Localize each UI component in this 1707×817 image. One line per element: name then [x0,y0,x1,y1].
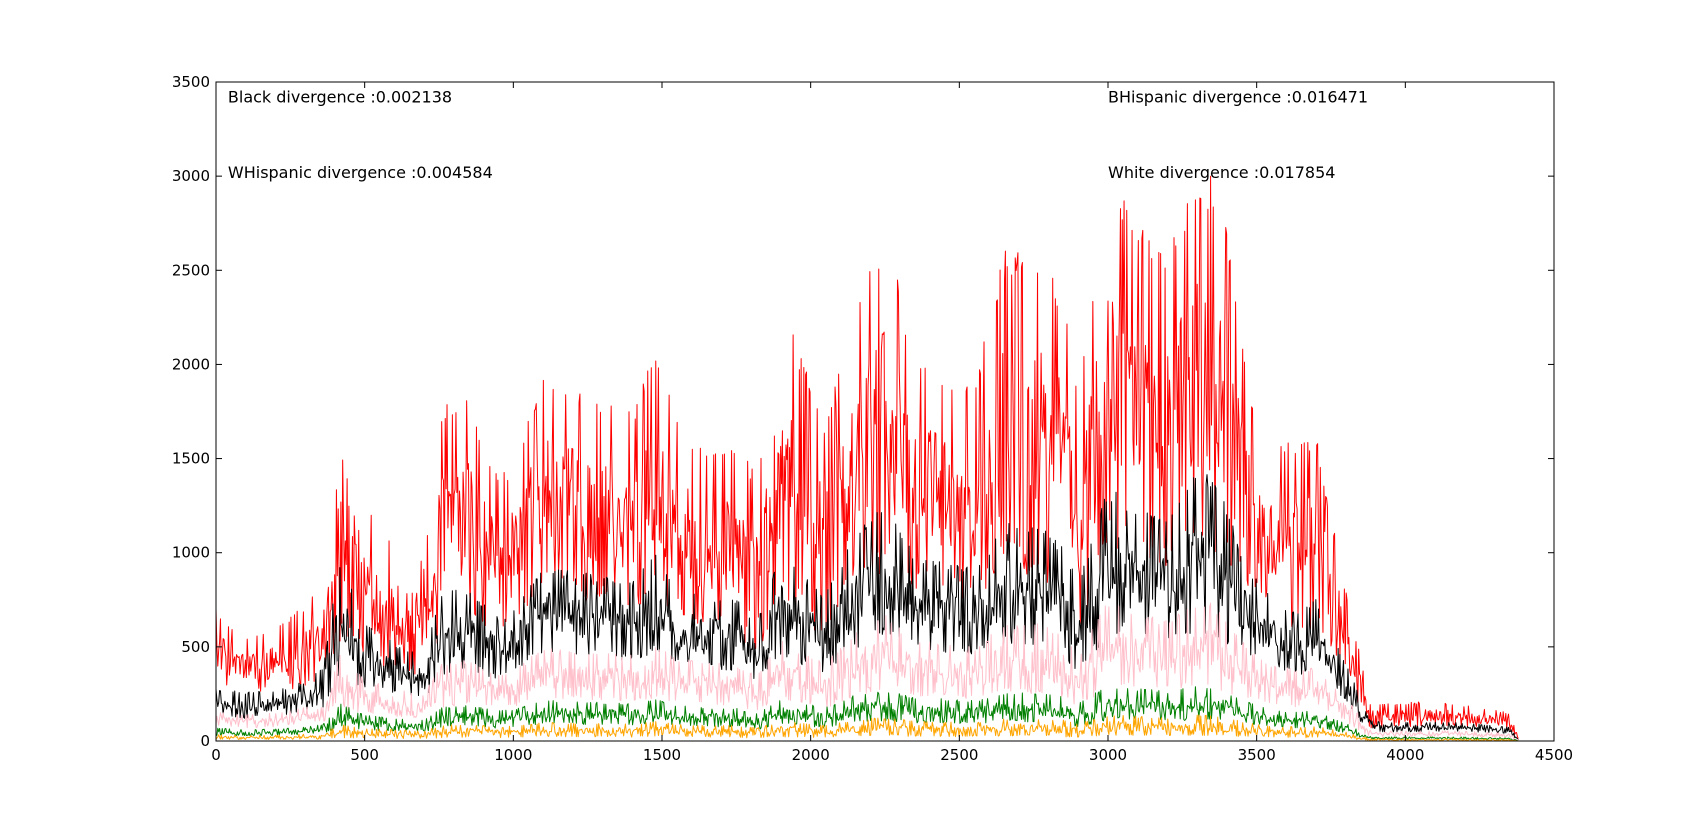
y-tick-label: 3000 [172,167,210,185]
x-tick-label: 3000 [1089,746,1127,764]
series-line-2 [215,474,1519,741]
x-tick-label: 500 [350,746,379,764]
x-tick-label: 2000 [792,746,830,764]
series-layer [215,175,1519,742]
series-line-4 [215,686,1519,742]
divergence-annotation: Black divergence :0.002138 [228,88,452,107]
x-tick-label: 0 [211,746,221,764]
divergence-annotation: WHispanic divergence :0.004584 [228,163,493,182]
x-tick-label: 1500 [643,746,681,764]
x-tick-label: 4000 [1386,746,1424,764]
y-tick-label: 2000 [172,355,210,373]
y-tick-label: 1500 [172,450,210,468]
x-tick-label: 4500 [1535,746,1573,764]
axis-layer: 0 500 1000 1500 2000 2500 3000 3500 4000 4500 0 500… [172,73,1573,764]
series-line-5 [215,714,1519,742]
x-tick-label: 3500 [1238,746,1276,764]
divergence-annotation: BHispanic divergence :0.016471 [1108,88,1368,107]
y-tick-label: 2500 [172,261,210,279]
plot-frame [215,81,1555,742]
y-tick-label: 0 [200,732,210,750]
annotation-layer: Black divergence :0.002138 WHispanic dive… [228,88,1368,182]
y-tick-label: 500 [181,638,210,656]
x-tick-label: 1000 [494,746,532,764]
series-line-3 [215,602,1519,741]
x-tick-label: 2500 [940,746,978,764]
divergence-annotation: White divergence :0.017854 [1108,163,1335,182]
y-tick-label: 3500 [172,73,210,91]
series-line-1 [215,175,1519,739]
y-tick-label: 1000 [172,544,210,562]
